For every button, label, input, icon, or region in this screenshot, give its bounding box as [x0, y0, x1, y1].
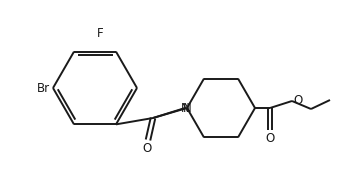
Text: O: O: [265, 132, 274, 145]
Text: F: F: [97, 27, 103, 40]
Text: Br: Br: [37, 81, 50, 94]
Text: O: O: [142, 142, 152, 155]
Text: N: N: [180, 101, 189, 115]
Text: N: N: [183, 101, 191, 115]
Text: O: O: [293, 94, 302, 108]
